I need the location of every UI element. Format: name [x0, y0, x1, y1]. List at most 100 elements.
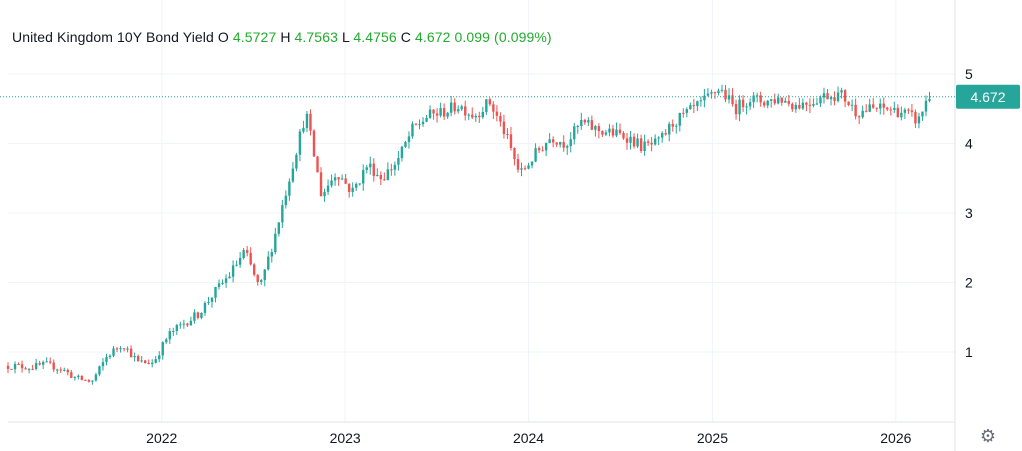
candle: [323, 188, 326, 202]
candle-body: [214, 286, 217, 298]
candle-body: [274, 233, 277, 253]
candle: [467, 113, 470, 121]
candle: [274, 227, 277, 255]
candle: [544, 142, 548, 157]
candle: [140, 356, 143, 363]
candle: [734, 99, 738, 120]
x-axis: 2022 2023 2024 2025 2026: [146, 430, 911, 446]
y-tick-label: 5: [965, 66, 973, 82]
candle: [288, 178, 291, 201]
low-value: 4.4756: [353, 29, 397, 45]
candle-body: [354, 183, 358, 188]
candle: [907, 108, 910, 114]
candle: [850, 99, 854, 112]
candle-body: [24, 368, 27, 370]
low-label: L: [341, 29, 350, 45]
candle-body: [59, 369, 62, 371]
candle-body: [815, 103, 819, 105]
candle-body: [63, 369, 66, 371]
candle: [277, 222, 281, 237]
candle: [203, 301, 207, 316]
candle-body: [49, 361, 52, 363]
candle-body: [745, 106, 748, 108]
candle-body: [696, 101, 699, 107]
candle-body: [397, 158, 400, 165]
candle: [787, 94, 791, 107]
candle-body: [544, 143, 548, 151]
candle-body: [464, 106, 467, 116]
candle-body: [270, 252, 273, 257]
candle-body: [506, 134, 509, 136]
candle-body: [277, 222, 281, 234]
candle-body: [836, 92, 840, 101]
candle-body: [242, 250, 245, 258]
candle: [242, 248, 245, 260]
x-tick-label: 2023: [330, 430, 361, 446]
candle: [843, 89, 847, 108]
y-tick-label: 4: [965, 136, 973, 152]
x-tick-label: 2026: [880, 430, 911, 446]
candle: [752, 92, 755, 108]
candle: [425, 114, 428, 123]
candle-body: [516, 159, 520, 170]
candle-body: [460, 106, 463, 110]
candle: [822, 87, 826, 104]
candle-body: [632, 136, 636, 147]
candle-body: [231, 265, 235, 277]
candle-body: [158, 355, 161, 360]
candle-body: [843, 90, 847, 102]
candle: [478, 111, 481, 123]
candle-body: [523, 168, 527, 170]
gear-icon[interactable]: ⚙: [979, 426, 997, 446]
candle-body: [622, 133, 625, 139]
candle-body: [646, 141, 650, 143]
candle: [530, 161, 534, 169]
candle: [798, 97, 801, 110]
candle-body: [755, 95, 759, 97]
candle-body: [390, 169, 393, 171]
candle: [6, 362, 10, 374]
candle-body: [879, 103, 882, 109]
candle-body: [541, 150, 544, 152]
candle: [432, 109, 435, 120]
candle: [675, 123, 678, 134]
candle: [383, 172, 386, 181]
candle-body: [446, 112, 449, 117]
candle-body: [808, 104, 812, 106]
candle: [404, 140, 407, 148]
candle: [766, 99, 769, 109]
candle: [555, 142, 558, 148]
candle-body: [221, 282, 224, 284]
candle: [896, 104, 900, 118]
candle-body: [186, 323, 189, 326]
candle: [330, 174, 333, 188]
candle: [805, 101, 808, 112]
candle: [449, 96, 453, 117]
candle-body: [432, 109, 435, 114]
candle: [460, 104, 463, 112]
candle: [136, 354, 140, 362]
candle: [625, 132, 629, 150]
candle: [439, 102, 442, 118]
candle: [893, 101, 896, 113]
candle: [210, 297, 214, 308]
candle: [347, 183, 351, 198]
candle-body: [495, 111, 499, 116]
candle: [618, 123, 622, 135]
candle: [38, 360, 41, 366]
candle-body: [20, 364, 24, 369]
candle: [696, 100, 699, 112]
candle-body: [84, 379, 87, 381]
candle-body: [868, 104, 871, 112]
candle: [608, 123, 611, 137]
candle: [119, 345, 122, 353]
candle-body: [189, 320, 193, 326]
candle: [414, 123, 418, 126]
candle: [840, 87, 843, 99]
candle-body: [288, 181, 291, 196]
candle-body: [319, 172, 323, 197]
candle-body: [611, 128, 615, 136]
x-tick-label: 2024: [513, 430, 544, 446]
candle: [692, 98, 696, 113]
